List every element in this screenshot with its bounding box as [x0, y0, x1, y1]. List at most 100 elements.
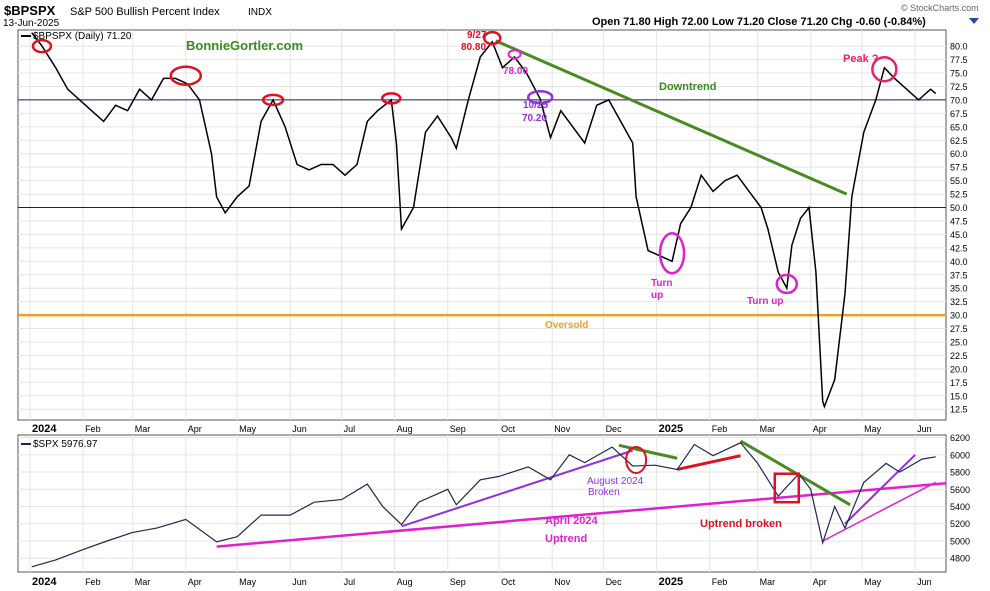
bpspx-y-tick-label: 67.5 — [950, 109, 968, 119]
bpspx-x-tick-label: Aug — [397, 424, 413, 434]
spx-x-tick-label: Feb — [712, 577, 728, 587]
spx-x-tick-label: Apr — [188, 577, 202, 587]
spx-y-tick-label: 5800 — [950, 468, 970, 478]
bpspx-x-tick-label: Jun — [292, 424, 307, 434]
bpspx-x-tick-label: Jul — [344, 424, 356, 434]
symbol: $BPSPX — [4, 3, 56, 18]
index-name: S&P 500 Bullish Percent Index — [70, 6, 220, 18]
oversold-label: Oversold — [545, 320, 588, 331]
spx-x-tick-label: 2024 — [32, 576, 57, 588]
spx-y-tick-label: 5600 — [950, 485, 970, 495]
bpspx-x-tick-label: Apr — [813, 424, 827, 434]
bpspx-x-tick-label: Jun — [917, 424, 932, 434]
spx-x-tick-label: Sep — [450, 577, 466, 587]
annotation-marks — [31, 30, 898, 504]
spx-y-tick-label: 5400 — [950, 502, 970, 512]
high-date-label: 9/27 — [467, 30, 487, 41]
trend-lines — [216, 39, 947, 548]
may-uptrend-line — [844, 454, 916, 525]
mid-value-label: 78.00 — [503, 66, 528, 77]
downtrend-line — [495, 39, 848, 196]
mar-turn-up-circle — [775, 273, 799, 295]
date: 13-Jun-2025 — [3, 18, 60, 29]
bpspx-y-tick-label: 30.0 — [950, 311, 968, 321]
oct-low-circle — [526, 89, 554, 105]
bpspx-x-tick-label: 2025 — [659, 423, 683, 435]
bpspx-x-tick-label: Apr — [188, 424, 202, 434]
april-uptrend-line — [216, 482, 947, 548]
spx-y-tick-label: 5000 — [950, 536, 970, 546]
jan-turn-up-circle — [658, 231, 686, 275]
bpspx-x-tick-label: May — [864, 424, 882, 434]
exchange: INDX — [248, 7, 272, 18]
bpspx-x-tick-label: Mar — [135, 424, 151, 434]
red-trend-line — [676, 454, 741, 471]
may-top-circle — [261, 93, 285, 107]
peak-circle — [871, 56, 898, 83]
jan-top-circle — [31, 38, 53, 54]
spx-x-tick-label: Jun — [917, 577, 932, 587]
spx-y-tick-label: 6200 — [950, 433, 970, 443]
bpspx-y-tick-label: 52.5 — [950, 190, 968, 200]
bpspx-x-tick-label: 2024 — [32, 423, 57, 435]
bpspx-y-tick-label: 72.5 — [950, 82, 968, 92]
uptrend-broken-label: Uptrend broken — [700, 518, 782, 530]
spx-y-tick-label: 4800 — [950, 554, 970, 564]
source-label: BonnieGortler.com — [186, 38, 303, 53]
turn-up-label-jan-2: up — [651, 290, 663, 301]
low-date-label: 10/25 — [523, 100, 548, 111]
spx-y-tick-label: 6000 — [950, 450, 970, 460]
bpspx-y-tick-label: 22.5 — [950, 351, 968, 361]
spx-x-tick-label: May — [239, 577, 257, 587]
sep-top-circle — [483, 30, 502, 46]
bpspx-x-tick-label: Feb — [85, 424, 101, 434]
bpspx-x-tick-label: Dec — [606, 424, 623, 434]
spx-x-tick-label: Dec — [606, 577, 623, 587]
bpspx-y-tick-label: 62.5 — [950, 136, 968, 146]
bpspx-y-tick-label: 32.5 — [950, 297, 968, 307]
dropdown-arrow-icon[interactable] — [969, 18, 979, 24]
bpspx-x-tick-label: May — [239, 424, 257, 434]
spx-x-tick-label: Mar — [135, 577, 151, 587]
april-2025-uptrend-line — [822, 481, 937, 542]
bpspx-title: $BPSPX (Daily) 71.20 — [33, 31, 132, 42]
low-value-label: 70.20 — [522, 113, 547, 124]
bpspx-y-tick-label: 17.5 — [950, 378, 968, 388]
bpspx-x-tick-label: Feb — [712, 424, 728, 434]
spx-x-tick-label: Nov — [554, 577, 571, 587]
uptrend-broken-box — [773, 472, 801, 504]
bpspx-axis-labels: 2024 Feb Mar Apr May Jun Jul Aug Sep Oct Nov Dec 202… — [32, 42, 968, 435]
bpspx-y-tick-label: 12.5 — [950, 405, 968, 415]
spx-x-tick-label: Jul — [344, 577, 356, 587]
high-value-label: 80.80 — [461, 42, 486, 53]
jul-top-circle — [381, 92, 402, 105]
bpspx-y-tick-label: 65.0 — [950, 122, 968, 132]
watermark: © StockCharts.com — [901, 3, 979, 13]
bpspx-x-tick-label: Nov — [554, 424, 571, 434]
spx-y-tick-label: 5200 — [950, 519, 970, 529]
bpspx-x-tick-label: Mar — [760, 424, 776, 434]
bpspx-y-tick-label: 47.5 — [950, 216, 968, 226]
reference-lines — [18, 99, 946, 317]
turn-up-label-mar: Turn up — [747, 296, 783, 307]
bpspx-y-tick-label: 60.0 — [950, 149, 968, 159]
bpspx-y-tick-label: 25.0 — [950, 338, 968, 348]
bpspx-y-tick-label: 77.5 — [950, 55, 968, 65]
bpspx-y-tick-label: 20.0 — [950, 364, 968, 374]
bpspx-x-tick-label: Oct — [501, 424, 516, 434]
dec-spx-circle — [625, 445, 648, 474]
peak-label: Peak ? — [843, 53, 879, 65]
spx-title: $SPX 5976.97 — [33, 439, 98, 450]
spx-x-tick-label: 2025 — [659, 576, 683, 588]
august-broken-label-1: August 2024 — [587, 476, 644, 487]
bpspx-series-line — [31, 32, 937, 409]
bpspx-y-tick-label: 27.5 — [950, 324, 968, 334]
bpspx-y-tick-label: 45.0 — [950, 230, 968, 240]
bpspx-y-tick-label: 80.0 — [950, 42, 968, 52]
april-uptrend-label-2: Uptrend — [545, 533, 587, 545]
bpspx-y-tick-label: 55.0 — [950, 176, 968, 186]
bpspx-x-tick-label: Sep — [450, 424, 466, 434]
spx-x-tick-label: Jun — [292, 577, 307, 587]
august-uptrend-line — [401, 449, 633, 528]
